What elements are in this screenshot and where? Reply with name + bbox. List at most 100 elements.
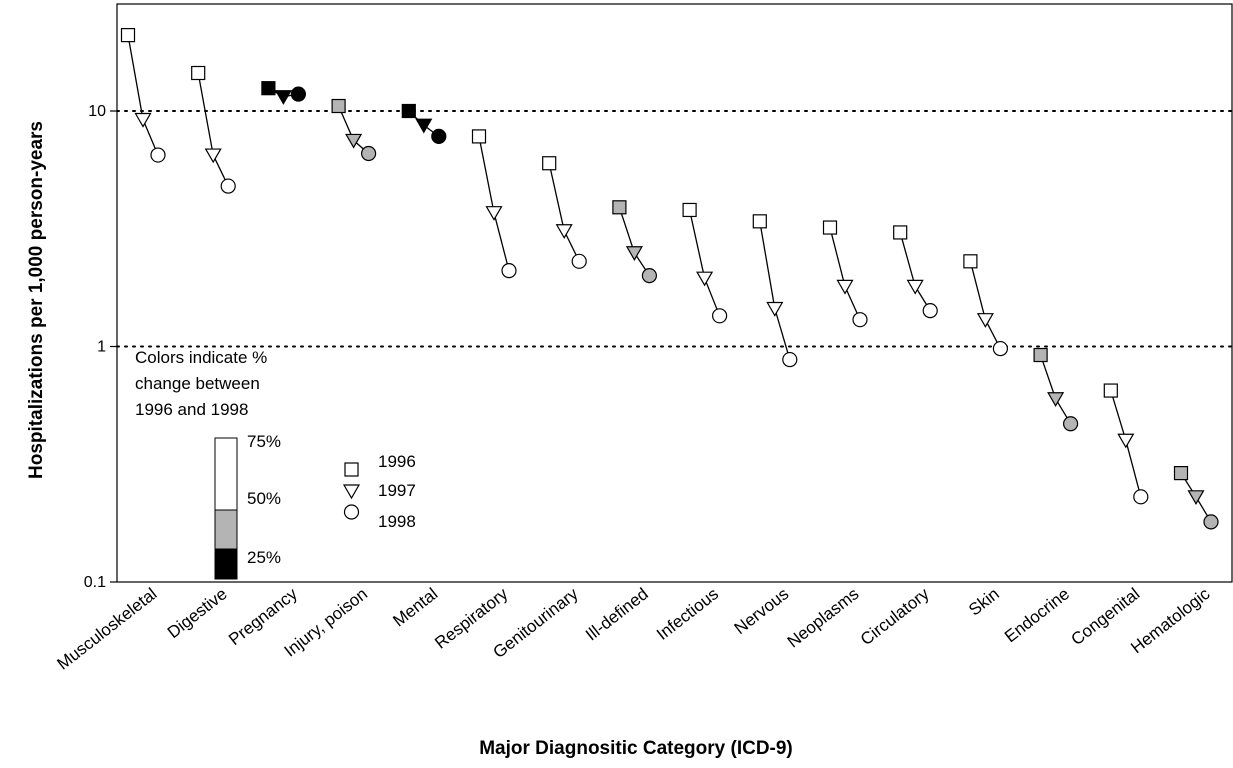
point-1997-Hematologic bbox=[1187, 490, 1205, 506]
point-1997-Endocrine bbox=[1047, 392, 1065, 407]
point-1997-Mental bbox=[415, 118, 433, 134]
point-1997-Skin bbox=[976, 313, 994, 328]
point-1996-Nervous bbox=[752, 214, 767, 229]
point-1998-Respiratory bbox=[501, 263, 517, 279]
legend-note-line-1: Colors indicate % bbox=[135, 348, 267, 367]
connector-Endocrine bbox=[1039, 354, 1072, 425]
point-1996-Mental bbox=[401, 103, 416, 119]
connector-Ill-defined bbox=[618, 207, 650, 276]
y-tick-label: 10 bbox=[88, 103, 106, 120]
point-1997-Injury, poison bbox=[345, 133, 363, 149]
legend-entry-1997: 1997 bbox=[378, 481, 416, 500]
point-1996-Pregnancy bbox=[261, 81, 276, 96]
point-1998-Mental bbox=[431, 128, 447, 145]
point-1997-Infectious bbox=[696, 271, 714, 287]
scale-label-25: 25% bbox=[247, 548, 281, 567]
connector-Respiratory bbox=[478, 136, 510, 271]
point-1996-Circulatory bbox=[893, 225, 908, 240]
connector-Genitourinary bbox=[548, 163, 580, 262]
connector-Circulatory bbox=[899, 232, 931, 311]
point-1998-Infectious bbox=[711, 308, 728, 324]
point-1998-Musculoskeletal bbox=[150, 147, 166, 163]
point-1998-Hematologic bbox=[1203, 514, 1219, 530]
point-1998-Skin bbox=[992, 340, 1009, 357]
legend-note-line-3: 1996 and 1998 bbox=[135, 400, 248, 419]
point-1997-Respiratory bbox=[485, 206, 503, 221]
x-category-label: Ill-defined bbox=[582, 584, 652, 644]
x-category-label: Skin bbox=[965, 584, 1003, 619]
scale-gray bbox=[214, 509, 238, 550]
point-1998-Circulatory bbox=[922, 303, 938, 319]
point-1997-Musculoskeletal bbox=[134, 112, 152, 128]
legend-note: Colors indicate % change between 1996 an… bbox=[135, 348, 267, 419]
point-1996-Ill-defined bbox=[612, 200, 627, 215]
x-axis-category-labels: Musculoskeletal DigestivePregnancyInjury,… bbox=[53, 584, 1213, 674]
connector-Digestive bbox=[197, 72, 229, 187]
x-category-label: Endocrine bbox=[1001, 584, 1073, 646]
y-axis-title: Hospitalizations per 1,000 person-years bbox=[26, 121, 47, 479]
data-markers bbox=[120, 28, 1219, 530]
x-category-label: Musculoskeletal bbox=[53, 584, 160, 673]
x-category-label: Mental bbox=[389, 584, 441, 630]
legend-triangle-icon bbox=[342, 484, 361, 500]
point-1998-Genitourinary bbox=[571, 253, 587, 269]
legend-color-scale: 75% 50% 25% bbox=[214, 432, 281, 580]
connector-Neoplasms bbox=[829, 227, 861, 320]
series-connector-lines bbox=[127, 35, 1212, 523]
point-1996-Genitourinary bbox=[542, 156, 557, 171]
point-1998-Pregnancy bbox=[290, 86, 306, 102]
point-1996-Infectious bbox=[682, 202, 697, 218]
point-1996-Skin bbox=[963, 254, 978, 269]
y-tick-label: 1 bbox=[97, 339, 106, 356]
point-1996-Injury, poison bbox=[331, 98, 346, 114]
legend-marker-key: 1996 1997 1998 bbox=[342, 452, 416, 531]
legend-note-line-2: change between bbox=[135, 374, 260, 393]
point-1997-Neoplasms bbox=[836, 279, 854, 295]
scale-black bbox=[214, 548, 238, 580]
point-1996-Endocrine bbox=[1033, 347, 1048, 363]
point-1997-Digestive bbox=[204, 148, 222, 164]
point-1996-Respiratory bbox=[471, 129, 487, 144]
legend-circle-icon bbox=[343, 504, 360, 520]
x-category-label: Neoplasms bbox=[784, 584, 863, 651]
point-1996-Congenital bbox=[1103, 383, 1118, 398]
point-1998-Neoplasms bbox=[852, 312, 868, 328]
scale-label-50: 50% bbox=[247, 489, 281, 508]
y-axis-ticks: 0.1 1 10 bbox=[84, 103, 117, 591]
point-1997-Nervous bbox=[766, 301, 784, 317]
x-category-label: Nervous bbox=[731, 584, 793, 638]
point-1996-Digestive bbox=[191, 65, 206, 81]
x-axis-title: Major Diagnositic Category (ICD-9) bbox=[479, 738, 793, 759]
point-1998-Digestive bbox=[220, 178, 236, 194]
point-1998-Congenital bbox=[1133, 489, 1149, 505]
x-category-label: Circulatory bbox=[857, 584, 933, 649]
point-1997-Ill-defined bbox=[625, 246, 643, 261]
plot-frame bbox=[116, 3, 1233, 583]
point-1998-Endocrine bbox=[1062, 416, 1079, 432]
point-1997-Pregnancy bbox=[274, 90, 292, 105]
legend-entry-1996: 1996 bbox=[378, 452, 416, 471]
point-1996-Hematologic bbox=[1173, 466, 1189, 481]
connector-Nervous bbox=[759, 221, 791, 360]
connector-Musculoskeletal bbox=[127, 35, 159, 156]
point-1996-Neoplasms bbox=[822, 220, 838, 235]
reference-lines bbox=[116, 110, 1233, 348]
legend-entry-1998: 1998 bbox=[378, 512, 416, 531]
point-1996-Musculoskeletal bbox=[120, 28, 136, 43]
point-1997-Congenital bbox=[1117, 433, 1135, 449]
point-1998-Ill-defined bbox=[641, 268, 658, 284]
y-tick-label: 0.1 bbox=[84, 574, 106, 591]
point-1997-Genitourinary bbox=[555, 224, 573, 239]
point-1998-Injury, poison bbox=[361, 145, 377, 162]
connector-Skin bbox=[969, 261, 1001, 349]
scale-white bbox=[214, 437, 238, 511]
x-category-label: Hematologic bbox=[1127, 584, 1214, 657]
x-category-label: Infectious bbox=[653, 584, 722, 644]
legend-square-icon bbox=[344, 462, 359, 477]
x-category-label: Digestive bbox=[164, 584, 231, 642]
connector-Infectious bbox=[688, 209, 721, 317]
scale-label-75: 75% bbox=[247, 432, 281, 451]
point-1998-Nervous bbox=[782, 351, 798, 368]
point-1997-Circulatory bbox=[906, 279, 924, 295]
